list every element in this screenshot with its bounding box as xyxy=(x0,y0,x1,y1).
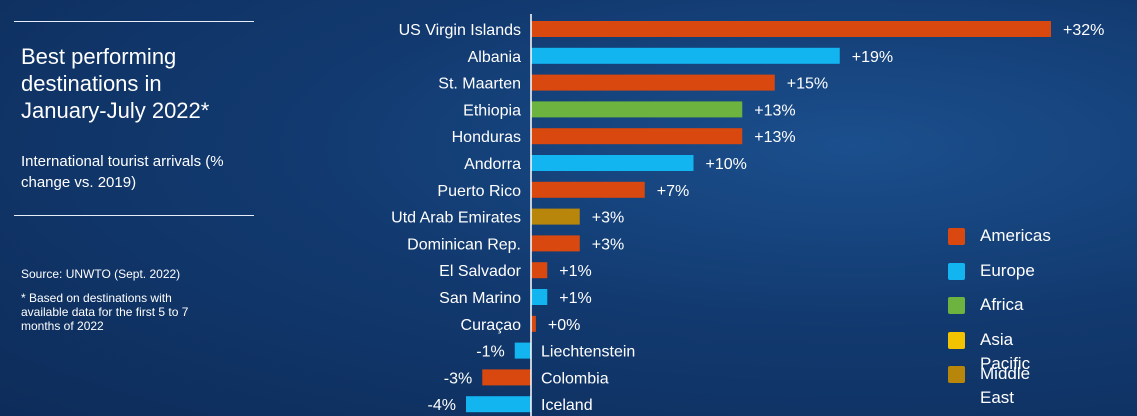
category-label: Colombia xyxy=(541,370,609,387)
value-label: +3% xyxy=(592,236,624,253)
category-label: St. Maarten xyxy=(438,76,521,93)
bar-5 xyxy=(531,155,694,171)
category-label: Puerto Rico xyxy=(437,183,521,200)
category-label: Iceland xyxy=(541,397,593,414)
value-label: +13% xyxy=(754,129,795,146)
bottom-divider xyxy=(14,215,254,216)
bar-11 xyxy=(531,315,536,332)
category-label: Ethiopia xyxy=(463,102,521,119)
category-label: Dominican Rep. xyxy=(407,236,521,253)
category-label: Utd Arab Emirates xyxy=(391,210,521,227)
category-label: US Virgin Islands xyxy=(399,22,521,39)
value-label: +1% xyxy=(559,263,591,280)
value-label: +15% xyxy=(787,76,828,93)
value-label: +3% xyxy=(592,210,624,227)
legend-label: Asia Pacific xyxy=(980,329,1031,373)
chart-subtitle: International tourist arrivals (% change… xyxy=(21,153,224,191)
page-title: Best performing destinations in January-… xyxy=(21,44,210,123)
bar-3 xyxy=(531,101,743,118)
category-label: Andorra xyxy=(464,156,521,173)
legend-swatch xyxy=(948,366,965,383)
bar-9 xyxy=(531,262,548,279)
legend-swatch xyxy=(948,228,965,245)
legend-swatch xyxy=(948,262,965,280)
value-label: +0% xyxy=(548,317,580,334)
bar-6 xyxy=(531,181,645,198)
value-label: +13% xyxy=(754,102,795,119)
bar-10 xyxy=(531,289,548,305)
top-divider xyxy=(14,21,254,22)
category-label: Liechtenstein xyxy=(541,344,635,361)
legend-label: Middle East xyxy=(980,364,1031,407)
bar-4 xyxy=(531,128,743,145)
bar-14 xyxy=(466,396,531,413)
footnote: * Based on destinations with available d… xyxy=(21,291,189,333)
bar-8 xyxy=(531,235,580,252)
source-note: Source: UNWTO (Sept. 2022) xyxy=(21,267,181,281)
bar-0 xyxy=(531,21,1051,37)
bar-7 xyxy=(531,208,580,225)
legend-label: Africa xyxy=(980,295,1024,314)
value-label: -3% xyxy=(444,370,472,387)
legend-label: Europe xyxy=(980,260,1035,280)
bar-13 xyxy=(482,369,531,386)
value-label: +1% xyxy=(559,290,591,307)
category-label: Albania xyxy=(468,49,521,66)
value-label: -4% xyxy=(428,397,456,414)
value-label: +32% xyxy=(1063,22,1104,39)
bar-2 xyxy=(531,74,775,91)
legend-swatch xyxy=(948,297,965,314)
category-label: Honduras xyxy=(452,129,521,146)
legend-swatch xyxy=(948,331,965,349)
legend-label: Americas xyxy=(980,226,1051,245)
value-label: +19% xyxy=(852,49,893,66)
bar-12 xyxy=(514,342,531,359)
category-label: El Salvador xyxy=(439,263,521,280)
value-label: +10% xyxy=(706,156,747,173)
value-label: -1% xyxy=(476,344,504,361)
category-label: Curaçao xyxy=(461,317,522,334)
value-label: +7% xyxy=(657,183,689,200)
category-label: San Marino xyxy=(439,290,521,307)
bar-1 xyxy=(531,47,840,64)
